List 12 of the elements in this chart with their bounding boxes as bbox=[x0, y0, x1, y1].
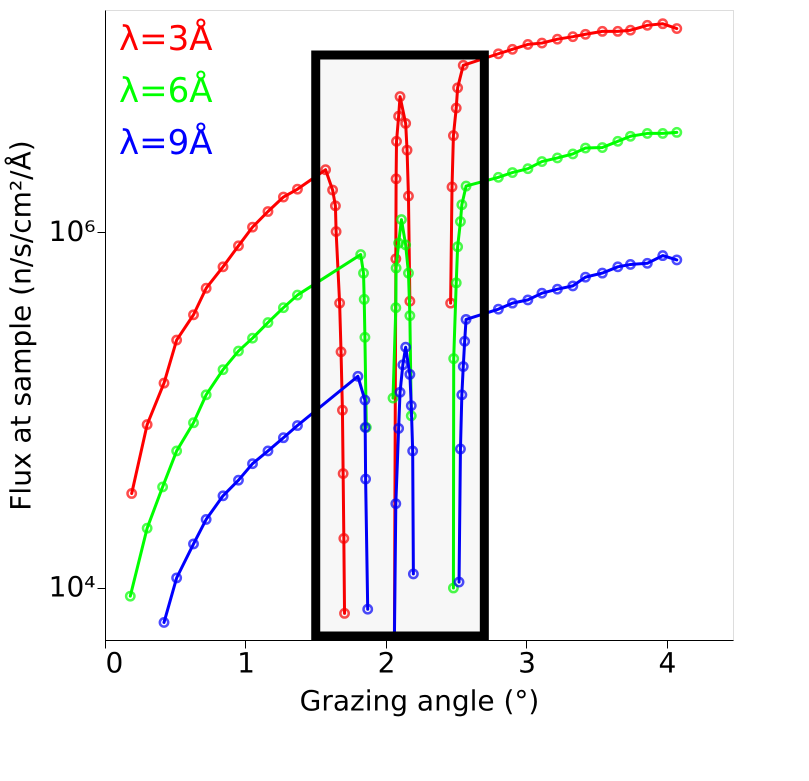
x-tick-label: 3 bbox=[518, 646, 536, 680]
x-tick-label: 4 bbox=[658, 646, 676, 680]
text: λ=6Å bbox=[119, 70, 212, 111]
text: λ=3Å bbox=[119, 18, 212, 59]
text: λ=9Å bbox=[119, 122, 212, 163]
y-tick-label: 10⁶ bbox=[48, 214, 96, 248]
x-tick-label: 2 bbox=[378, 646, 396, 680]
x-tick-label: 0 bbox=[106, 646, 124, 680]
x-axis-title: Grazing angle (°) bbox=[300, 684, 540, 718]
y-axis-title: Flux at sample (n/s/cm²/Å) bbox=[4, 140, 38, 511]
x-tick-label: 1 bbox=[237, 646, 255, 680]
y-tick-label: 10⁴ bbox=[48, 570, 96, 604]
